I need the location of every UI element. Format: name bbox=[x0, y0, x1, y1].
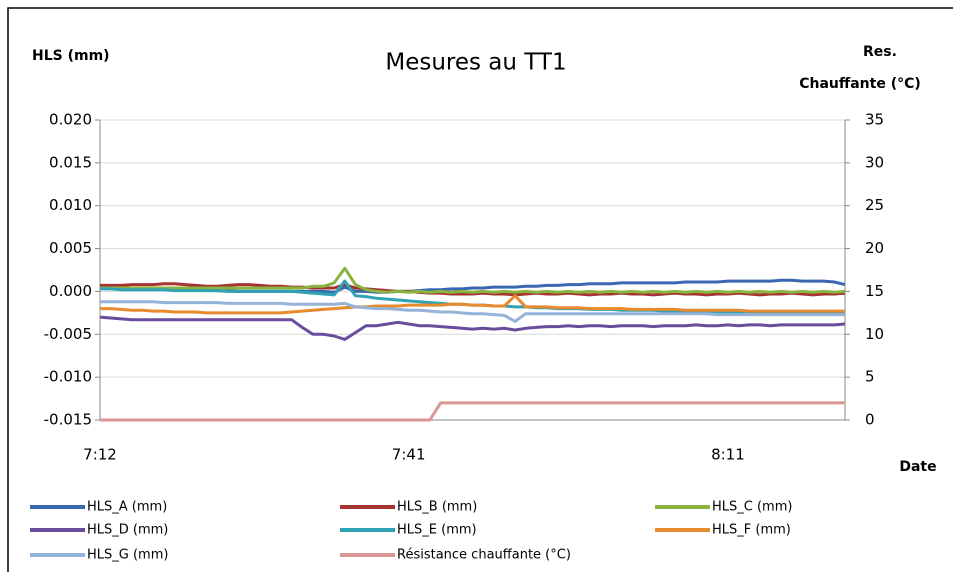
chart-title: Mesures au TT1 bbox=[385, 50, 566, 76]
y2-tick-label: 10 bbox=[865, 325, 884, 343]
y2-axis-label: Res. bbox=[863, 44, 897, 60]
y2-tick-label: 5 bbox=[865, 368, 875, 386]
y-tick-label: 0.020 bbox=[49, 111, 92, 129]
legend-label: HLS_A (mm) bbox=[87, 500, 167, 515]
series-line bbox=[100, 401, 845, 422]
series-line bbox=[100, 300, 845, 323]
series-line bbox=[100, 282, 846, 297]
legend-label: HLS_G (mm) bbox=[87, 548, 168, 563]
y2-tick-label: 35 bbox=[865, 111, 884, 129]
y-tick-label: -0.015 bbox=[44, 411, 92, 429]
x-tick-label: 8:11 bbox=[711, 446, 745, 464]
legend-label: Résistance chauffante (°C) bbox=[397, 548, 571, 563]
legend-label: HLS_F (mm) bbox=[712, 523, 791, 538]
y-tick-label: 0.010 bbox=[49, 196, 92, 214]
series-line bbox=[99, 315, 846, 341]
series-line bbox=[100, 294, 845, 315]
legend-label: HLS_C (mm) bbox=[712, 500, 792, 515]
series-line bbox=[100, 266, 846, 294]
y2-tick-label: 0 bbox=[865, 411, 875, 429]
y2-tick-label: 25 bbox=[865, 196, 884, 214]
y-tick-label: 0.015 bbox=[49, 153, 92, 171]
y2-tick-label: 20 bbox=[865, 239, 884, 257]
x-axis-label: Date bbox=[899, 459, 936, 475]
legend-label: HLS_B (mm) bbox=[397, 500, 477, 515]
x-tick-label: 7:12 bbox=[83, 446, 117, 464]
y2-tick-label: 15 bbox=[865, 282, 884, 300]
x-tick-label: 7:41 bbox=[392, 446, 426, 464]
y-tick-label: -0.010 bbox=[44, 368, 92, 386]
y-tick-label: 0.000 bbox=[49, 282, 92, 300]
legend-label: HLS_D (mm) bbox=[87, 523, 168, 538]
y2-axis-label: Chauffante (°C) bbox=[799, 76, 921, 92]
y-tick-label: 0.005 bbox=[49, 239, 92, 257]
legend-label: HLS_E (mm) bbox=[397, 523, 477, 538]
y2-tick-label: 30 bbox=[865, 153, 884, 171]
y-axis-label: HLS (mm) bbox=[32, 48, 110, 64]
y-tick-label: -0.005 bbox=[44, 325, 92, 343]
